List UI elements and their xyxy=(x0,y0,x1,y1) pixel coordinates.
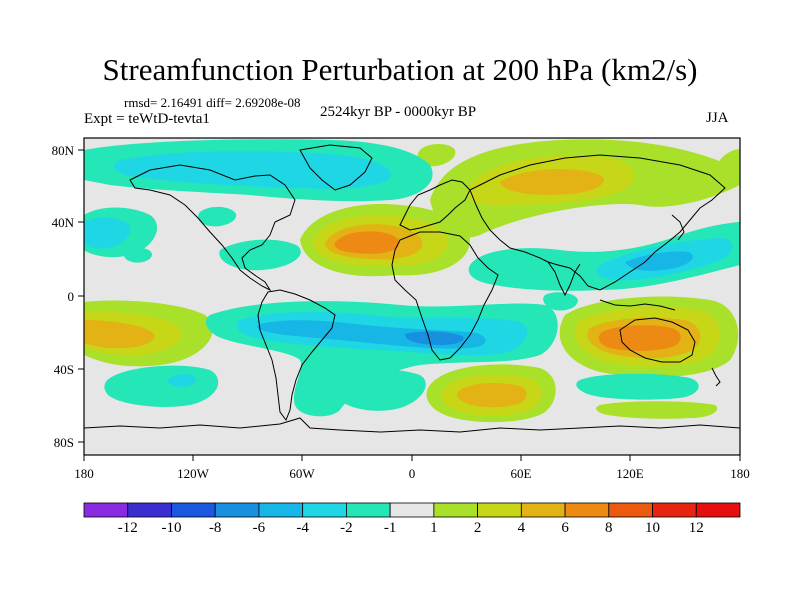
colorbar-label: 2 xyxy=(474,520,482,536)
contour-negative-south-belt-4 xyxy=(405,331,464,345)
contour-negative-us-small xyxy=(124,248,152,263)
coast-north-america xyxy=(129,164,296,292)
colorbar-swatch xyxy=(520,502,566,518)
coast-indonesia xyxy=(599,299,676,311)
colorbar-label: 4 xyxy=(518,520,526,536)
colorbar-label: 10 xyxy=(645,520,660,536)
coast-south-america xyxy=(257,289,336,422)
coast-new-zealand xyxy=(711,367,721,387)
colorbar-label: 12 xyxy=(689,520,704,536)
contour-positive-greenland xyxy=(417,144,456,167)
lat-label-80n: 80N xyxy=(52,143,75,158)
lon-label-60w: 60W xyxy=(289,466,315,481)
colorbar-label: 6 xyxy=(561,520,569,536)
contour-negative-north-pacific-2 xyxy=(84,217,131,249)
colorbar-swatch xyxy=(258,502,304,518)
contour-positive-north-core2 xyxy=(500,169,604,195)
experiment-label: Expt = teWtD-tevta1 xyxy=(84,111,210,127)
lat-label-0: 0 xyxy=(68,289,75,304)
colorbar-swatch xyxy=(433,502,478,518)
colorbar-swatch xyxy=(302,502,347,518)
coast-india xyxy=(547,261,581,297)
lat-label-80s: 80S xyxy=(54,435,74,450)
coast-greenland xyxy=(299,144,373,191)
chart-title: Streamfunction Perturbation at 200 hPa (… xyxy=(102,52,698,87)
colorbar-label: -12 xyxy=(118,520,138,536)
contour-positive-australia-4 xyxy=(598,325,681,351)
colorbar-swatch xyxy=(171,502,216,518)
colorbar-label: 1 xyxy=(430,520,438,536)
colorbar: -12 -10 -8 -6 -4 -2 -1 1 2 4 6 8 10 12 xyxy=(83,502,741,536)
colorbar-swatch xyxy=(214,502,260,518)
lon-label-60e: 60E xyxy=(511,466,532,481)
colorbar-label: -8 xyxy=(209,520,222,536)
coast-australia xyxy=(619,317,696,363)
colorbar-swatch xyxy=(83,502,129,518)
contour-negative-south-pacific-2 xyxy=(167,374,196,387)
axis-ticks xyxy=(78,149,741,461)
lon-label-120w: 120W xyxy=(177,466,210,481)
colorbar-swatch xyxy=(345,502,391,518)
colorbar-swatch xyxy=(564,502,610,518)
colorbar-label: -2 xyxy=(340,520,353,536)
contour-positive-antarctic xyxy=(596,401,718,419)
contour-negative-asia-3 xyxy=(625,251,693,271)
colorbar-label: -10 xyxy=(161,520,181,536)
contour-positive-south-pacific-3 xyxy=(84,320,155,349)
rmsd-stats: rmsd= 2.16491 diff= 2.69208e-08 xyxy=(124,95,301,110)
coastlines xyxy=(84,144,740,433)
contour-positive-arctic-east xyxy=(719,149,740,180)
contour-negative-indian xyxy=(543,292,578,311)
colorbar-label: -4 xyxy=(296,520,309,536)
colorbar-swatch xyxy=(477,502,522,518)
colorbar-label: 8 xyxy=(605,520,613,536)
contour-negative-us xyxy=(219,239,301,271)
lat-label-40n: 40N xyxy=(52,215,75,230)
colorbar-swatch xyxy=(695,502,741,518)
colorbar-swatch xyxy=(389,502,435,518)
coast-asia xyxy=(469,154,726,291)
contour-negative-pacific-small xyxy=(198,206,237,227)
season-label: JJA xyxy=(706,110,729,126)
lat-label-40s: 40S xyxy=(54,362,74,377)
contour-field xyxy=(84,139,740,423)
colorbar-label: -1 xyxy=(384,520,397,536)
colorbar-swatch xyxy=(608,502,653,518)
lon-label-180w: 180 xyxy=(74,466,94,481)
contour-negative-drake xyxy=(335,369,426,411)
lon-label-120e: 120E xyxy=(616,466,644,481)
contour-negative-south-indian xyxy=(576,373,699,400)
period-label: 2524kyr BP - 0000kyr BP xyxy=(320,104,477,120)
coast-africa xyxy=(391,231,499,361)
coast-japan xyxy=(671,214,685,241)
lon-label-180e: 180 xyxy=(730,466,750,481)
lon-label-0: 0 xyxy=(409,466,416,481)
coast-antarctica xyxy=(84,417,740,433)
contour-positive-south-atlantic-3 xyxy=(456,382,527,408)
colorbar-label: -6 xyxy=(253,520,266,536)
contour-positive-atlantic-4 xyxy=(334,231,400,254)
colorbar-swatch xyxy=(127,502,172,518)
colorbar-swatch xyxy=(652,502,697,518)
